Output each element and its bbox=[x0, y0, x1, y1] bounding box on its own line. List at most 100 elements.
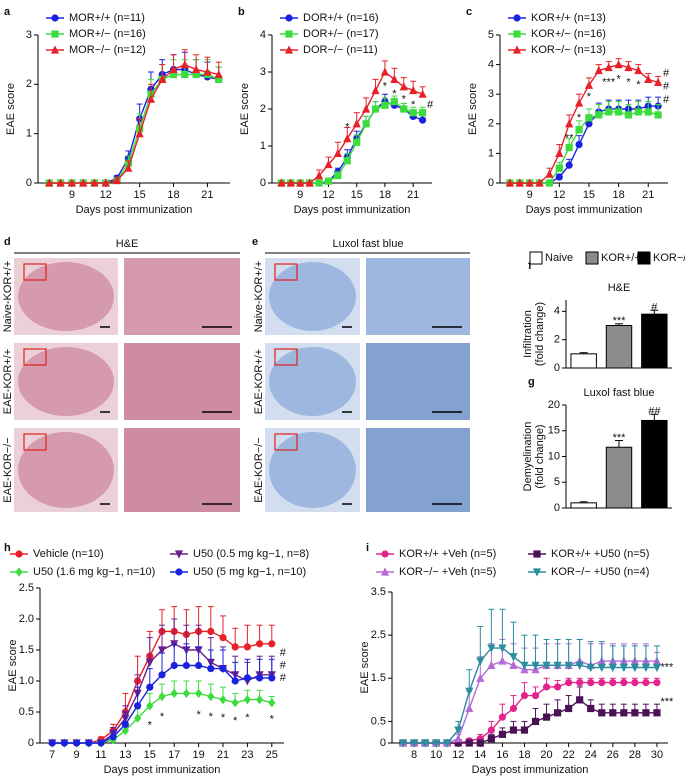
annotation: * bbox=[209, 711, 214, 723]
panel-letter: i bbox=[366, 542, 369, 554]
annotation: * bbox=[233, 715, 238, 727]
x-tick-label: 21 bbox=[201, 189, 213, 201]
data-point bbox=[409, 739, 419, 748]
annotation: ## bbox=[648, 406, 661, 418]
legend-marker bbox=[50, 45, 60, 54]
data-point bbox=[654, 77, 663, 86]
annotation: # bbox=[663, 94, 670, 106]
y-tick-label: 0 bbox=[260, 177, 266, 189]
error-bar bbox=[195, 624, 202, 650]
annotation: * bbox=[616, 73, 621, 85]
series-line bbox=[403, 698, 657, 744]
data-point bbox=[465, 703, 474, 713]
series-line bbox=[281, 100, 423, 184]
x-tick-label: 16 bbox=[496, 749, 508, 761]
histology-title: Luxol fast blue bbox=[333, 238, 404, 250]
data-point bbox=[624, 62, 633, 72]
data-point bbox=[146, 701, 154, 711]
data-point bbox=[418, 89, 427, 98]
data-point bbox=[487, 726, 495, 734]
data-point bbox=[555, 164, 563, 172]
data-point bbox=[509, 726, 518, 734]
data-point bbox=[362, 104, 371, 113]
x-tick-label: 9 bbox=[69, 189, 75, 201]
y-tick-label: 1 bbox=[260, 140, 266, 152]
zoom-image bbox=[124, 428, 240, 512]
x-tick-label: 24 bbox=[585, 749, 597, 761]
zoom-image bbox=[124, 343, 240, 420]
legend-label: KOR+/+ bbox=[601, 252, 641, 264]
annotation: * bbox=[196, 709, 201, 721]
data-point bbox=[112, 175, 122, 185]
data-point bbox=[641, 663, 651, 673]
legend-label: DOR+/+ (n=16) bbox=[303, 12, 379, 24]
row-label: Naive-KOR+/+ bbox=[2, 261, 14, 333]
data-point bbox=[609, 679, 617, 687]
y-tick-label: 1 bbox=[26, 128, 32, 140]
error-bar bbox=[543, 638, 550, 666]
data-point bbox=[624, 111, 633, 119]
data-point bbox=[634, 65, 643, 75]
annotation: * bbox=[383, 81, 388, 93]
y-tick-label: 0 bbox=[380, 737, 386, 749]
data-point bbox=[268, 640, 276, 648]
x-tick-label: 18 bbox=[518, 749, 530, 761]
x-tick-label: 12 bbox=[100, 189, 112, 201]
y-tick-label: 3.5 bbox=[371, 586, 386, 598]
legend-marker bbox=[51, 14, 59, 22]
error-bar bbox=[615, 440, 623, 448]
data-point bbox=[454, 734, 463, 743]
error-bar bbox=[532, 634, 539, 666]
x-tick-label: 22 bbox=[563, 749, 575, 761]
annotation: # bbox=[280, 647, 287, 659]
data-point bbox=[432, 739, 441, 748]
error-bar bbox=[159, 624, 165, 650]
y-axis-label: Infiltration bbox=[522, 310, 534, 358]
data-point bbox=[314, 171, 324, 180]
x-tick-label: 20 bbox=[540, 749, 552, 761]
row-label: Naive-KOR+/+ bbox=[253, 261, 265, 333]
annotation: * bbox=[636, 79, 641, 91]
data-point bbox=[598, 709, 606, 717]
y-tick-label: 2 bbox=[488, 118, 494, 130]
legend-marker bbox=[512, 45, 522, 54]
legend-label: KOR+/− (n=16) bbox=[531, 28, 606, 40]
data-point bbox=[182, 688, 190, 698]
row-label: EAE-KOR−/− bbox=[253, 437, 265, 502]
data-point bbox=[219, 695, 227, 705]
data-point bbox=[371, 85, 380, 95]
data-point bbox=[653, 679, 661, 687]
data-point bbox=[207, 627, 215, 636]
y-tick-label: 0.5 bbox=[371, 715, 386, 727]
legend-label: U50 (5 mg kg−1, n=10) bbox=[193, 566, 306, 578]
data-point bbox=[454, 726, 463, 735]
bar bbox=[570, 502, 597, 509]
x-tick-label: 15 bbox=[134, 189, 146, 201]
x-axis-label: Days post immunization bbox=[526, 204, 643, 216]
data-point bbox=[509, 704, 518, 713]
y-axis-label: EAE score bbox=[5, 83, 17, 135]
legend-marker bbox=[15, 567, 23, 577]
data-point bbox=[203, 67, 212, 76]
data-point bbox=[476, 673, 485, 682]
panel-letter: h bbox=[4, 542, 11, 554]
data-point bbox=[465, 687, 474, 696]
data-point bbox=[634, 108, 642, 116]
legend-label: MOR−/− (n=12) bbox=[69, 44, 146, 56]
data-point bbox=[520, 691, 529, 700]
annotation: * bbox=[587, 91, 592, 103]
data-point bbox=[498, 730, 506, 738]
zoom-box bbox=[23, 263, 47, 281]
legend-marker bbox=[15, 550, 23, 558]
data-point bbox=[256, 674, 264, 682]
x-tick-label: 15 bbox=[583, 189, 595, 201]
annotation: * bbox=[402, 94, 407, 106]
data-point bbox=[644, 74, 653, 83]
error-bar bbox=[220, 615, 226, 638]
panel-letter: c bbox=[466, 6, 472, 18]
annotation: * bbox=[626, 76, 631, 88]
annotation: # bbox=[651, 302, 658, 314]
bar bbox=[570, 353, 597, 369]
y-tick-label: 3 bbox=[26, 29, 32, 41]
annotation: * bbox=[221, 712, 226, 724]
